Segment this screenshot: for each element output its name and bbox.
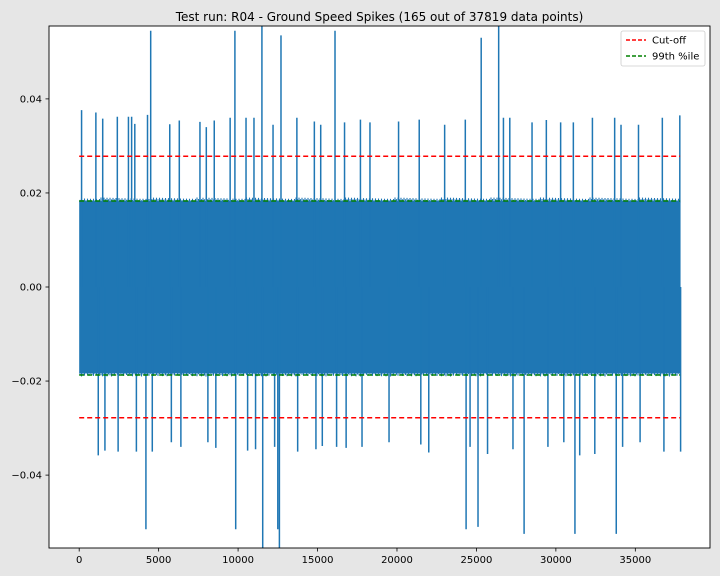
- series-layer: [79, 26, 682, 548]
- y-tick-label: 0.02: [20, 188, 42, 199]
- x-tick-label: 20000: [381, 555, 413, 566]
- y-tick-label: −0.04: [11, 471, 42, 482]
- x-tick-label: 10000: [222, 555, 254, 566]
- x-tick-label: 15000: [302, 555, 334, 566]
- y-tick-label: 0.00: [20, 283, 42, 294]
- x-tick-label: 30000: [540, 555, 572, 566]
- x-tick-label: 5000: [146, 555, 171, 566]
- x-tick-label: 35000: [619, 555, 651, 566]
- legend-label-cut-off: Cut-off: [652, 36, 687, 47]
- y-tick-label: −0.02: [11, 377, 42, 388]
- y-tick-label: 0.04: [20, 94, 42, 105]
- x-axis: 0 5000 10000 15000 20000 25000 30000 35000: [76, 548, 651, 566]
- legend: Cut-off 99th %ile: [620, 30, 706, 67]
- reference-lines-layer: [79, 155, 681, 419]
- x-tick-label: 25000: [461, 555, 493, 566]
- x-tick-label: 0: [76, 555, 82, 566]
- y-axis: −0.04 −0.02 0.00 0.02 0.04: [11, 94, 49, 482]
- chart-title: Test run: R04 - Ground Speed Spikes (165…: [175, 10, 584, 24]
- legend-label-99th-percentile: 99th %ile: [652, 52, 699, 63]
